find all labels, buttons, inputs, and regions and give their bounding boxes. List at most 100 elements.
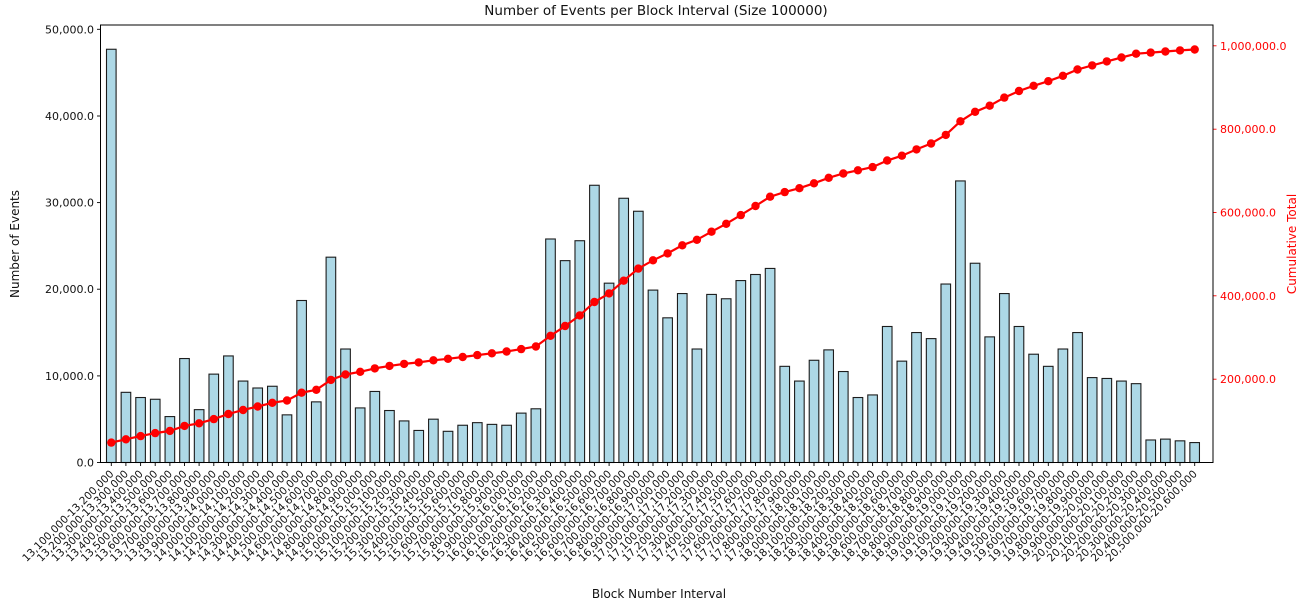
- bar: [998, 293, 1010, 464]
- cumulative-point: [312, 385, 321, 394]
- bar: [574, 240, 586, 464]
- bar: [691, 348, 703, 464]
- bar: [911, 331, 922, 464]
- cumulative-point: [224, 409, 233, 419]
- bar: [1189, 442, 1201, 464]
- bar: [471, 422, 483, 464]
- cumulative-point: [1175, 46, 1185, 55]
- bar: [457, 424, 469, 464]
- cumulative-point: [765, 192, 775, 201]
- cumulative-point: [780, 187, 789, 197]
- cumulative-point: [663, 249, 672, 258]
- bar: [1028, 353, 1039, 464]
- y-tick-label-right: 400,000.0: [1220, 290, 1276, 303]
- cumulative-point: [1014, 86, 1024, 96]
- bar: [281, 414, 293, 464]
- bar: [340, 348, 351, 464]
- cumulative-point: [443, 354, 453, 363]
- cumulative-point: [341, 370, 350, 379]
- cumulative-point: [370, 364, 379, 373]
- cumulative-point: [1131, 49, 1141, 58]
- bar: [442, 430, 454, 464]
- cumulative-point: [1102, 57, 1112, 66]
- bar: [706, 293, 717, 464]
- bar: [823, 349, 835, 464]
- bar: [852, 396, 864, 464]
- cumulative-point: [853, 166, 863, 175]
- bar: [1101, 377, 1113, 464]
- bar: [1086, 377, 1098, 464]
- cumulative-line-series: [107, 45, 1199, 447]
- bar: [808, 359, 820, 464]
- cumulative-point: [722, 219, 731, 228]
- bar: [237, 380, 249, 464]
- bar: [135, 396, 146, 464]
- cumulative-point: [956, 117, 965, 126]
- bar: [369, 390, 381, 464]
- cumulative-point: [546, 331, 555, 340]
- bar: [984, 336, 996, 464]
- bar: [193, 409, 205, 464]
- cumulative-point: [487, 349, 497, 358]
- bar: [1160, 438, 1171, 464]
- cumulative-point: [868, 162, 877, 172]
- cumulative-point: [941, 130, 950, 140]
- cumulative-point: [692, 235, 702, 244]
- y-tick-label-right: 600,000.0: [1220, 207, 1276, 220]
- cumulative-point: [985, 101, 994, 110]
- bar: [925, 338, 937, 464]
- cumulative-point: [809, 179, 819, 188]
- y-axis-left: 0.0 10,000.0 20,000.0 30,000.0 40,000.0 50,00…: [45, 23, 101, 470]
- cumulative-point: [429, 356, 438, 365]
- bar: [720, 298, 732, 464]
- cumulative-point: [1117, 53, 1126, 62]
- bar: [940, 283, 952, 464]
- cumulative-point: [1161, 47, 1170, 56]
- bar: [1145, 439, 1157, 464]
- y-tick-label-left: 50,000.0: [45, 23, 94, 36]
- cumulative-point: [151, 428, 160, 438]
- cumulative-point: [707, 227, 716, 236]
- cumulative-point: [414, 358, 423, 367]
- bar: [662, 317, 673, 464]
- bar: [750, 273, 761, 464]
- y-tick-label-left: 10,000.0: [45, 370, 94, 383]
- y-tick-label-left: 0.0: [77, 457, 95, 470]
- cumulative-point: [297, 388, 306, 397]
- bar: [1174, 440, 1186, 464]
- y-axis-label-right: Cumulative Total: [1285, 193, 1299, 295]
- bar: [530, 408, 542, 464]
- bar: [647, 289, 659, 464]
- y-tick-label-right: 800,000.0: [1220, 123, 1276, 136]
- cumulative-point: [253, 402, 262, 411]
- cumulative-point: [926, 139, 936, 148]
- cumulative-point: [136, 431, 145, 441]
- cumulative-point: [1029, 81, 1038, 91]
- bar: [486, 423, 498, 464]
- bar: [1057, 348, 1069, 464]
- chart-title: Number of Events per Block Interval (Siz…: [484, 3, 828, 19]
- bar: [296, 299, 307, 464]
- cumulative-point: [736, 210, 745, 220]
- cumulative-point: [824, 173, 833, 182]
- cumulative-point: [1190, 45, 1199, 54]
- bar: [676, 293, 688, 464]
- bar: [164, 416, 176, 464]
- bar: [266, 385, 278, 464]
- bar: [837, 370, 849, 464]
- cumulative-point: [107, 438, 116, 447]
- bar: [794, 380, 805, 464]
- cumulative-point: [502, 347, 511, 356]
- bar: [179, 357, 190, 464]
- bar: [223, 355, 234, 464]
- x-axis-label: Block Number Interval: [591, 587, 727, 601]
- cumulative-point: [897, 151, 907, 160]
- bar: [1116, 380, 1127, 464]
- bar: [1042, 365, 1054, 464]
- x-axis: 13,100,000-13,200,00013,200,000-13,300,0…: [20, 462, 1200, 564]
- cumulative-point: [590, 297, 599, 307]
- cumulative-point: [399, 359, 409, 369]
- bar: [252, 387, 264, 464]
